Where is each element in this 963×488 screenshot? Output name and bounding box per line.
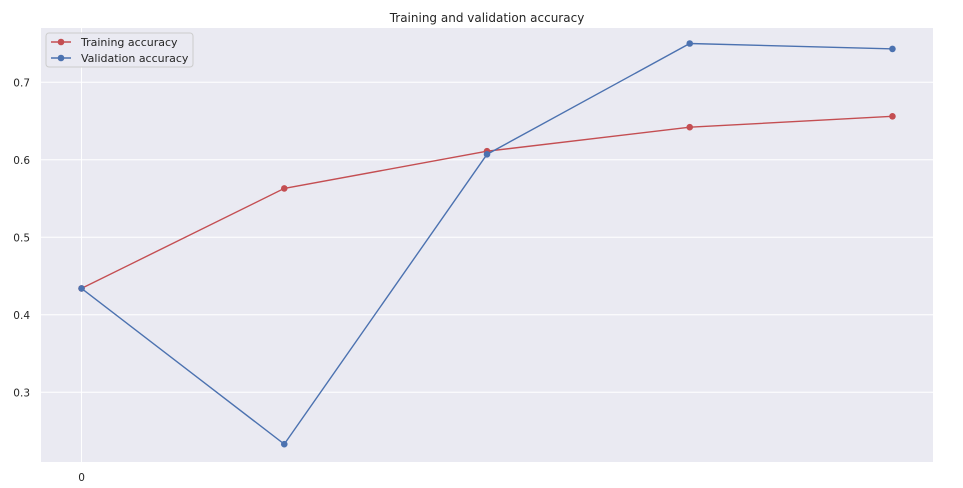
legend-label: Training accuracy bbox=[80, 36, 178, 49]
legend-label: Validation accuracy bbox=[81, 52, 189, 65]
grid bbox=[41, 28, 933, 462]
legend-marker bbox=[57, 54, 65, 62]
data-point bbox=[280, 185, 288, 192]
data-point bbox=[889, 45, 896, 53]
y-tick-label: 0.6 bbox=[13, 155, 30, 167]
data-point bbox=[280, 440, 288, 448]
data-point bbox=[686, 40, 694, 47]
data-point bbox=[483, 151, 491, 158]
legend-box bbox=[45, 32, 194, 68]
legend: Training accuracy Validation accuracy bbox=[45, 32, 194, 68]
data-point bbox=[78, 285, 85, 292]
series-layer bbox=[78, 40, 896, 448]
plot-area bbox=[41, 28, 933, 462]
y-tick-label: 0.5 bbox=[13, 232, 30, 244]
data-point bbox=[889, 113, 896, 120]
y-tick-label: 0.7 bbox=[13, 77, 30, 89]
y-tick-label: 0.4 bbox=[13, 310, 30, 322]
series-1 bbox=[78, 40, 896, 448]
x-tick-label: 0 bbox=[78, 472, 85, 484]
chart-title: Training and validation accuracy bbox=[389, 11, 585, 25]
data-point bbox=[686, 123, 694, 131]
ticks-layer: 0.3 0.4 0.5 0.6 0.7 0 bbox=[13, 77, 85, 484]
y-tick-label: 0.3 bbox=[13, 387, 30, 399]
legend-marker bbox=[57, 38, 65, 46]
